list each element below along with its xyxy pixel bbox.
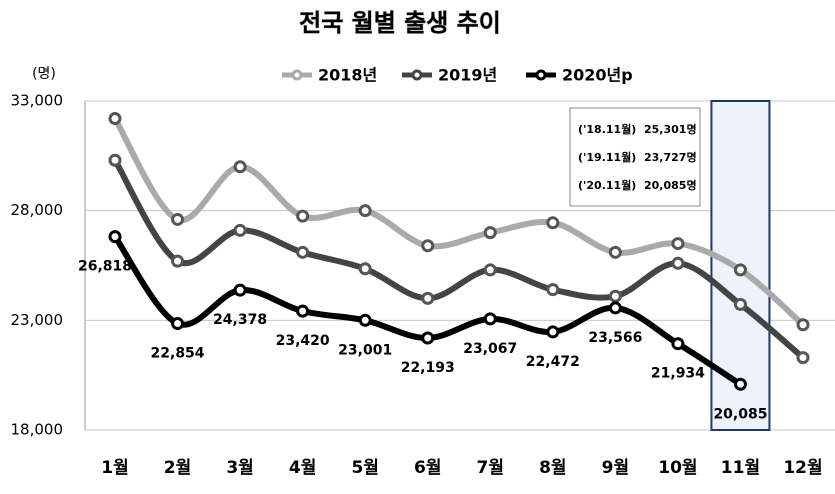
point-marker — [546, 216, 560, 230]
data-label: 22,193 — [401, 360, 455, 376]
point-marker — [733, 297, 747, 311]
point-marker — [608, 289, 622, 303]
point-marker — [421, 331, 435, 345]
point-marker — [296, 304, 310, 318]
x-tick-label: 9월 — [602, 458, 629, 478]
legend-marker — [535, 69, 547, 81]
data-label: 26,818 — [78, 259, 132, 275]
point-marker — [483, 226, 497, 240]
annotation-label: ('19.11월) — [578, 150, 636, 164]
point-marker — [733, 377, 747, 391]
x-tick-label: 2월 — [164, 458, 191, 478]
legend-label: 2020년p — [562, 66, 633, 85]
highlight-box — [710, 100, 771, 431]
point-marker — [796, 351, 810, 365]
x-tick-label: 7월 — [477, 458, 504, 478]
annotation-box — [569, 107, 701, 207]
y-tick-label: 28,000 — [11, 201, 64, 219]
legend-marker — [411, 69, 423, 81]
point-marker — [796, 318, 810, 332]
annotation-text: 23,727명 — [644, 150, 697, 164]
annotation-text: 20,085명 — [644, 178, 697, 192]
data-label: 21,934 — [651, 366, 705, 382]
data-label: 20,085 — [713, 406, 767, 422]
point-marker — [171, 212, 185, 226]
point-marker — [671, 256, 685, 270]
x-tick-label: 12월 — [783, 458, 822, 478]
point-marker — [483, 312, 497, 326]
data-label: 23,001 — [338, 342, 392, 358]
x-tick-label: 3월 — [226, 458, 253, 478]
point-marker — [233, 160, 247, 174]
point-marker — [671, 237, 685, 251]
point-marker — [608, 245, 622, 259]
chart-title: 전국 월별 출생 추이 — [299, 9, 501, 37]
point-marker — [108, 153, 122, 167]
point-marker — [296, 209, 310, 223]
annotation-label: ('20.11월) — [578, 178, 636, 192]
data-label: 22,472 — [526, 354, 580, 370]
point-marker — [358, 262, 372, 276]
point-marker — [296, 245, 310, 259]
point-marker — [483, 263, 497, 277]
legend-marker — [291, 69, 303, 81]
point-marker — [421, 291, 435, 305]
point-marker — [671, 337, 685, 351]
y-tick-label: 23,000 — [11, 311, 64, 329]
x-tick-label: 1월 — [101, 458, 128, 478]
point-marker — [171, 254, 185, 268]
x-tick-label: 8월 — [539, 458, 566, 478]
y-unit: (명) — [32, 66, 56, 82]
data-label: 23,067 — [463, 341, 517, 357]
point-marker — [233, 283, 247, 297]
point-marker — [171, 317, 185, 331]
point-marker — [421, 239, 435, 253]
point-marker — [358, 313, 372, 327]
annotation-text: 25,301명 — [644, 122, 697, 136]
point-marker — [733, 263, 747, 277]
data-label: 23,566 — [588, 330, 642, 346]
point-marker — [233, 223, 247, 237]
point-marker — [546, 283, 560, 297]
point-marker — [108, 230, 122, 244]
x-tick-label: 6월 — [414, 458, 441, 478]
data-label: 22,854 — [151, 346, 205, 362]
data-label: 24,378 — [213, 312, 267, 328]
data-label: 23,420 — [276, 333, 330, 349]
series-line — [112, 158, 805, 360]
point-marker — [608, 301, 622, 315]
y-tick-label: 18,000 — [11, 421, 64, 439]
point-marker — [546, 325, 560, 339]
point-marker — [108, 112, 122, 126]
legend-label: 2019년 — [438, 66, 497, 85]
point-marker — [358, 204, 372, 218]
x-tick-label: 4월 — [289, 458, 316, 478]
legend-label: 2018년 — [318, 66, 377, 85]
y-tick-label: 33,000 — [11, 92, 64, 110]
x-tick-label: 5월 — [351, 458, 378, 478]
x-tick-label: 10월 — [658, 458, 697, 478]
annotation-label: ('18.11월) — [578, 122, 636, 136]
x-tick-label: 11월 — [721, 458, 760, 478]
